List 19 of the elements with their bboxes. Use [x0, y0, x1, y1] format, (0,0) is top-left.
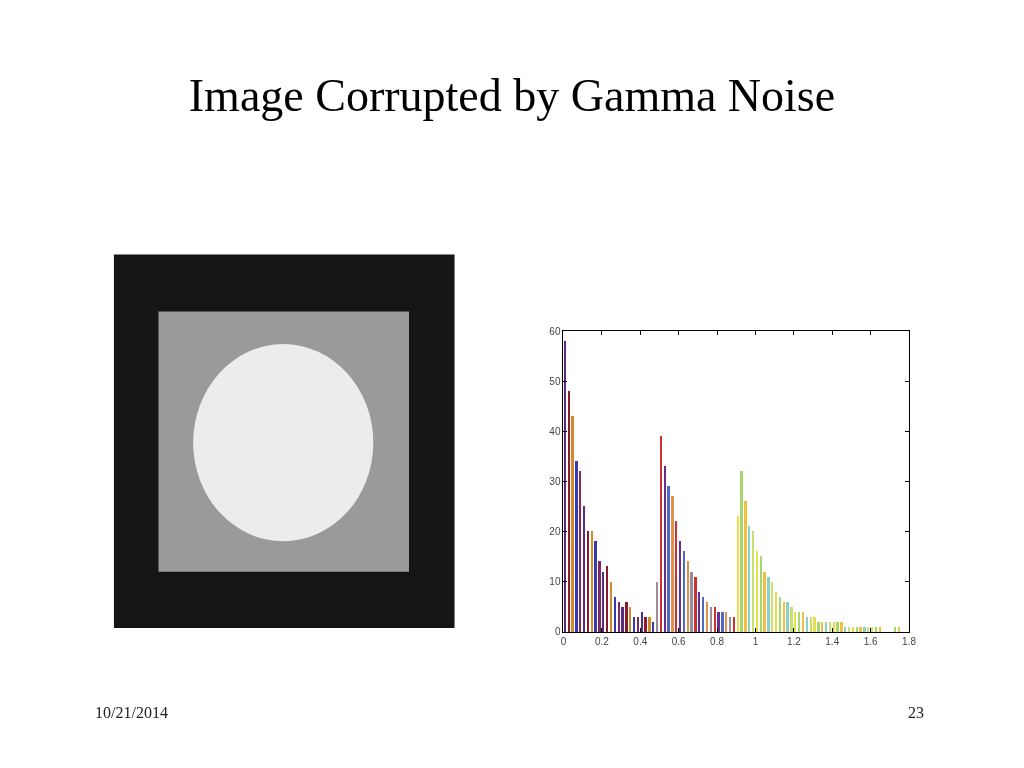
x-tick-label: 1.6 — [863, 635, 879, 647]
x-tick-label: 1.2 — [786, 635, 802, 647]
y-tick-label: 0 — [554, 626, 561, 638]
y-tick-label: 20 — [549, 526, 561, 538]
y-tick-label: 40 — [549, 425, 561, 437]
x-tick-label: 0.2 — [594, 635, 610, 647]
x-tick-label: 1.4 — [825, 635, 840, 647]
y-tick-label: 30 — [549, 476, 561, 488]
x-tick-label: 1.8 — [902, 635, 917, 647]
text: 23 — [908, 704, 924, 721]
text: 10/21/2014 — [95, 704, 168, 721]
y-tick-label: 50 — [549, 375, 561, 387]
y-tick-label: 10 — [549, 576, 561, 588]
x-tick-label: 0.6 — [671, 635, 687, 647]
x-tick-label: 0.4 — [633, 635, 648, 647]
x-tick-label: 1 — [752, 635, 759, 647]
chart-title: Image Corrupted by Gamma Noise — [188, 70, 836, 122]
x-tick-label: 0.8 — [710, 635, 725, 647]
y-tick-label: 60 — [549, 325, 561, 337]
